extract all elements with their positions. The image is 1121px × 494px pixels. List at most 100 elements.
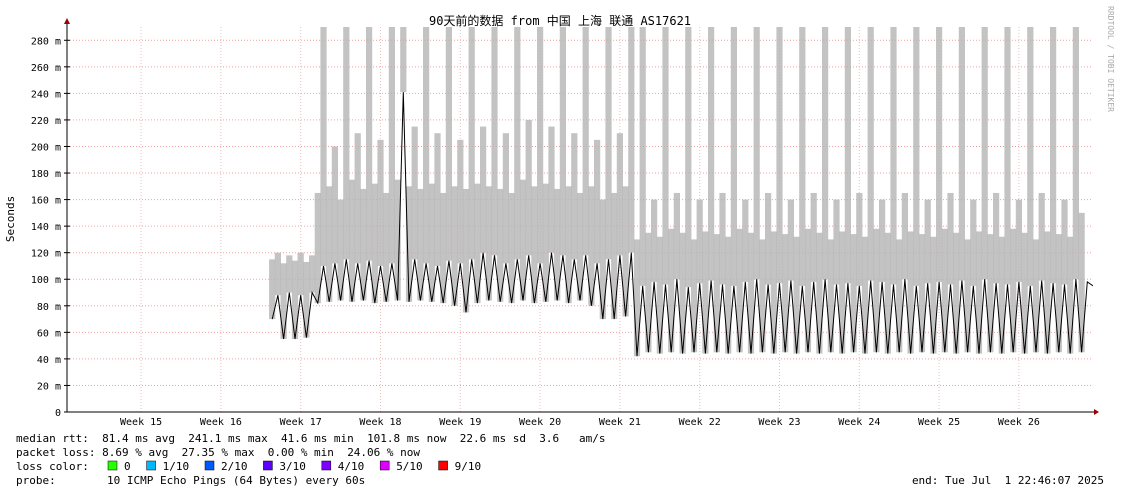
smoke-band <box>793 236 800 354</box>
loss-swatch <box>263 460 273 471</box>
smoke-band <box>953 232 960 354</box>
smoke-band <box>348 179 356 302</box>
smoke-band <box>457 139 464 264</box>
smoke-band <box>804 228 812 353</box>
smoke-band <box>428 183 435 302</box>
probe: 10 ICMP Echo Pings (64 Bytes) every 60s <box>107 474 365 487</box>
smoke-band <box>993 192 1000 284</box>
loss-swatch <box>438 460 448 471</box>
smoke-band <box>571 133 578 260</box>
smoke-band <box>531 186 538 304</box>
smoke-band <box>388 27 395 264</box>
smoke-band <box>1067 236 1074 354</box>
smoke-band <box>833 199 840 285</box>
x-tick-label: Week 15 <box>120 417 162 428</box>
smoke-band <box>548 126 555 253</box>
smoke-band <box>366 27 373 261</box>
y-tick-label: 200 m <box>31 142 61 153</box>
smoke-band <box>816 232 823 354</box>
smoke-band <box>651 199 658 282</box>
smoke-band <box>611 192 618 320</box>
loss-label: 2/10 <box>221 460 248 473</box>
loss-label: 0 <box>124 460 131 473</box>
smoke-band <box>445 27 452 261</box>
x-tick-label: Week 25 <box>918 417 960 428</box>
smoke-band <box>582 27 589 256</box>
stat: median rtt: <box>16 432 89 445</box>
x-tick-label: Week 17 <box>280 417 322 428</box>
stat: packet loss: <box>16 446 95 459</box>
smoke-band <box>337 199 344 301</box>
watermark: RRDTOOL / TOBI OETIKER <box>1106 6 1115 112</box>
smoke-band <box>810 192 817 282</box>
stats-row: packet loss: 8.69 % avg 27.35 % max 0.00… <box>16 446 420 459</box>
smoke-band <box>377 139 384 266</box>
smoke-band <box>502 133 509 264</box>
smoke-band <box>1015 199 1022 282</box>
stat: 81.4 ms avg <box>102 432 175 445</box>
smoke-band <box>1061 199 1068 285</box>
x-tick-label: Week 20 <box>519 417 561 428</box>
smoke-band <box>850 234 857 353</box>
loss-swatch <box>107 460 118 471</box>
stat: 3.6 <box>539 432 559 445</box>
smoke-band <box>679 232 686 354</box>
loss-label: 4/10 <box>338 460 365 473</box>
smoke-band <box>998 236 1005 354</box>
smoke-band <box>822 27 829 280</box>
loss-legend: 0 1/10 2/10 3/10 4/10 5/10 9/10 <box>107 460 481 473</box>
chart-title: 90天前的数据 from 中国 上海 联通 AS17621 <box>429 13 691 28</box>
smoke-band <box>924 199 931 284</box>
smoke-band <box>662 27 669 285</box>
smoke-band <box>765 192 772 285</box>
smoke-band <box>519 179 527 301</box>
y-tick-label: 260 m <box>31 63 61 74</box>
smoke-band <box>753 27 760 280</box>
smoke-band <box>947 192 954 285</box>
loss-swatch <box>204 460 215 471</box>
loss-swatch <box>379 460 390 471</box>
smoke-band <box>383 192 390 302</box>
stat: 0.00 % min <box>268 446 334 459</box>
smoke-band <box>559 27 566 256</box>
smoke-band <box>759 239 766 353</box>
smoke-band <box>616 133 623 256</box>
smoke-band <box>588 186 595 306</box>
y-tick-label: 140 m <box>31 222 61 233</box>
smoke-band <box>787 199 794 281</box>
stat: 8.69 % avg <box>102 446 168 459</box>
smoke-band <box>879 199 886 282</box>
y-tick-label: 160 m <box>31 196 61 207</box>
y-tick-label: 100 m <box>31 275 61 286</box>
smoke-band <box>782 234 789 353</box>
smoke-band <box>297 252 304 296</box>
smoke-band <box>913 27 920 286</box>
smoke-band <box>269 259 276 320</box>
smoke-band <box>497 188 504 302</box>
smoke-band <box>839 231 846 354</box>
smoke-band <box>685 27 692 288</box>
end-time: end: Tue Jul 1 22:46:07 2025 <box>912 474 1104 487</box>
smoke-band <box>468 27 475 260</box>
smoke-band <box>799 27 806 286</box>
plot-area <box>269 27 1093 357</box>
smoke-band <box>890 27 897 285</box>
smoke-band <box>896 239 903 353</box>
smoke-band <box>525 119 532 256</box>
x-tick-label: Week 16 <box>200 417 242 428</box>
loss-swatch <box>146 460 156 471</box>
smoke-band <box>314 192 321 304</box>
smoke-band <box>884 232 891 354</box>
smoke-band <box>280 263 287 339</box>
smoke-band <box>309 255 316 293</box>
smoke-band <box>873 228 880 353</box>
smoke-band <box>599 199 606 320</box>
stat: 101.8 ms now <box>367 432 447 445</box>
smoke-band <box>856 192 863 286</box>
smoke-band <box>371 183 378 304</box>
smoke-band <box>554 188 561 301</box>
x-tick-label: Week 22 <box>679 417 721 428</box>
smoke-band <box>400 27 407 93</box>
x-tick-label: Week 23 <box>758 417 800 428</box>
x-tick-label: Week 18 <box>359 417 401 428</box>
